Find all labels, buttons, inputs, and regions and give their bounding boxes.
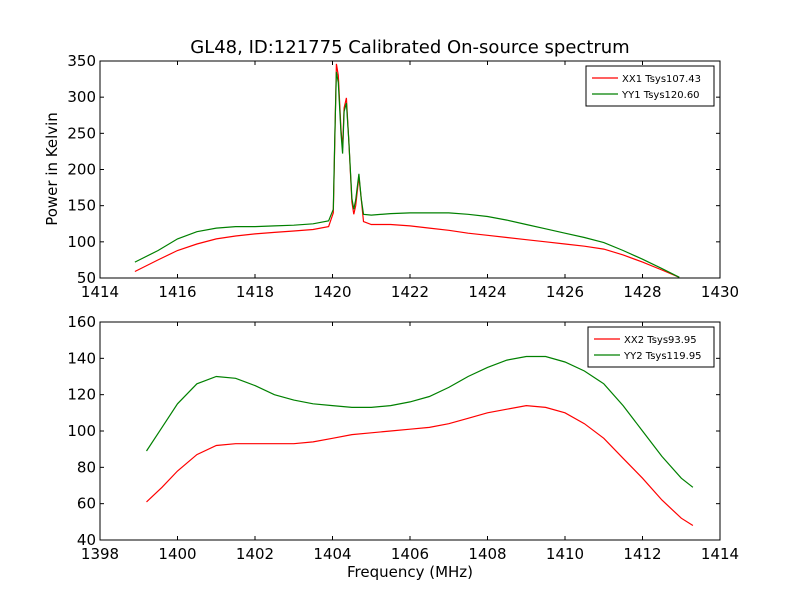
legend-box — [587, 326, 715, 368]
figure-title: GL48, ID:121775 Calibrated On-source spe… — [190, 37, 629, 58]
x-tick-label: 1408 — [468, 545, 506, 563]
legend-box — [585, 65, 715, 107]
x-tick-label: 1430 — [701, 283, 739, 301]
x-tick-label: 1402 — [236, 545, 274, 563]
legend: XX1 Tsys107.43 YY1 Tsys120.60 — [585, 65, 715, 107]
y-tick-label: 250 — [67, 124, 96, 142]
legend-label: XX2 Tsys93.95 — [624, 335, 697, 346]
x-tick-label: 1426 — [546, 283, 584, 301]
y-tick-label: 300 — [67, 88, 96, 106]
y-tick-label: 160 — [67, 313, 96, 331]
y-tick-label: 140 — [67, 349, 96, 367]
x-tick-label: 1406 — [391, 545, 429, 563]
y-tick-label: 50 — [77, 269, 96, 287]
x-tick-label: 1418 — [236, 283, 274, 301]
x-tick-label: 1420 — [313, 283, 351, 301]
x-tick-label: 1400 — [158, 545, 196, 563]
top-panel: 1414 1416 1418 1420 1422 1424 1426 1428 1430 50 10… — [67, 52, 739, 301]
x-tick-label: 1414 — [81, 283, 119, 301]
x-tick-label: 1414 — [701, 545, 739, 563]
series-line-2 — [145, 355, 694, 488]
legend-label: XX1 Tsys107.43 — [622, 74, 701, 85]
y-axis-label: Power in Kelvin — [43, 112, 61, 226]
x-tick-label: 1410 — [546, 545, 584, 563]
y-tick-label: 200 — [67, 161, 96, 179]
y-tick-label: 150 — [67, 197, 96, 215]
y-tick-label: 80 — [77, 458, 96, 476]
y-tick-label: 350 — [67, 52, 96, 70]
x-axis-label: Frequency (MHz) — [347, 563, 473, 581]
series-line-2 — [134, 71, 680, 278]
bottom-panel: 1398 1400 1402 1404 1406 1408 1410 1412 1414 40 60… — [67, 313, 739, 563]
y-tick-label: 100 — [67, 233, 96, 251]
y-tick-label: 40 — [77, 531, 96, 549]
x-tick-label: 1398 — [81, 545, 119, 563]
x-tick-label: 1404 — [313, 545, 351, 563]
x-tick-label: 1428 — [623, 283, 661, 301]
y-tick-label: 60 — [77, 495, 96, 513]
series-line-1 — [134, 63, 680, 278]
x-tick-label: 1416 — [158, 283, 196, 301]
legend: XX2 Tsys93.95 YY2 Tsys119.95 — [587, 326, 715, 368]
legend-label: YY2 Tsys119.95 — [623, 351, 702, 362]
y-tick-label: 120 — [67, 386, 96, 404]
x-tick-label: 1422 — [391, 283, 429, 301]
legend-label: YY1 Tsys120.60 — [621, 90, 700, 101]
x-tick-label: 1412 — [623, 545, 661, 563]
x-tick-label: 1424 — [468, 283, 506, 301]
y-tick-label: 100 — [67, 422, 96, 440]
series-line-1 — [146, 404, 694, 527]
